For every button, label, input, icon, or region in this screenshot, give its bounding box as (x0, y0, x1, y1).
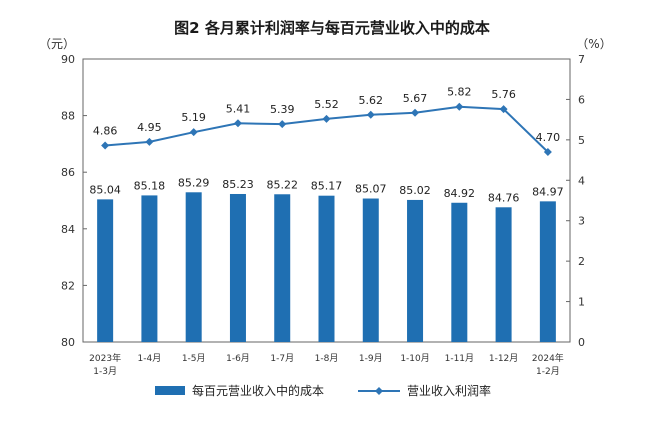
cost-bar-label: 84.92 (444, 187, 476, 200)
profit-rate-point (278, 120, 287, 129)
category-label: 1-5月 (182, 353, 206, 364)
right-axis: 0 1 2 3 4 5 6 7 (566, 53, 585, 349)
cost-bar-label: 85.18 (134, 179, 166, 192)
left-tick-label: 86 (61, 166, 75, 179)
cost-bar (362, 198, 379, 342)
cost-bar (97, 199, 114, 342)
profit-rate-label: 5.82 (447, 86, 472, 99)
cost-bar-label: 85.23 (222, 178, 254, 191)
left-axis: 80 82 84 86 88 90 (61, 53, 87, 349)
cost-bar (318, 195, 335, 342)
profit-rate-label: 5.62 (359, 94, 384, 107)
bar-data-labels: 85.04 85.18 85.29 85.23 85.22 85.17 85.07 85.02… (89, 176, 563, 204)
profit-rate-point (322, 114, 331, 123)
right-tick-label: 0 (578, 336, 585, 349)
cost-bar (141, 195, 158, 342)
left-tick-label: 82 (61, 279, 75, 292)
right-tick-label: 6 (578, 93, 585, 106)
legend-line-marker (375, 387, 383, 395)
left-tick-label: 88 (61, 110, 75, 123)
legend-line-label: 营业收入利润率 (407, 383, 491, 398)
profit-rate-point (411, 108, 420, 117)
cost-bar (229, 193, 246, 342)
category-label: 2024年 1-2月 (532, 352, 564, 377)
category-label: 2023年 1-3月 (89, 352, 121, 377)
left-axis-unit: （元） (39, 37, 75, 51)
bar-series (97, 192, 556, 342)
profit-rate-label: 4.70 (536, 131, 561, 144)
cost-bar-label: 84.76 (488, 191, 520, 204)
category-label: 1-4月 (138, 353, 162, 364)
cost-bar-label: 85.17 (311, 180, 343, 193)
category-label: 1-7月 (270, 353, 294, 364)
category-label: 1-6月 (226, 353, 250, 364)
profit-rate-point (145, 137, 154, 146)
profit-rate-label: 5.52 (314, 98, 339, 111)
cost-bar-label: 84.97 (532, 185, 564, 198)
profit-rate-label: 4.95 (137, 121, 162, 134)
profit-rate-point (499, 105, 508, 114)
cost-bar (185, 192, 202, 342)
cost-bar-label: 85.07 (355, 183, 387, 196)
profit-rate-point (101, 141, 110, 150)
profit-rate-label: 5.19 (181, 111, 206, 124)
right-axis-unit: （%） (576, 37, 611, 51)
profit-rate-label: 5.67 (403, 92, 428, 105)
right-tick-label: 3 (578, 215, 585, 228)
category-label: 1-8月 (315, 353, 339, 364)
category-label: 1-9月 (359, 353, 383, 364)
category-axis: 2023年 1-3月 1-4月 1-5月 1-6月 1-7月 1-8月 1-9月 1-10月 1-… (89, 352, 564, 377)
cost-bar (495, 207, 512, 342)
right-tick-label: 4 (578, 174, 585, 187)
profit-rate-line (105, 105, 549, 153)
left-tick-label: 80 (61, 336, 75, 349)
cost-bar-label: 85.02 (399, 184, 431, 197)
profit-rate-point (543, 147, 552, 156)
legend-bar-swatch (155, 386, 185, 395)
left-tick-label: 90 (61, 53, 75, 66)
profit-rate-point (366, 110, 375, 119)
right-tick-label: 2 (578, 255, 585, 268)
cost-bar (407, 199, 424, 342)
right-tick-label: 5 (578, 134, 585, 147)
cost-bar-label: 85.29 (178, 176, 210, 189)
chart-title: 图2 各月累计利润率与每百元营业收入中的成本 (174, 19, 490, 37)
category-label: 1-11月 (445, 353, 474, 364)
left-tick-label: 84 (61, 223, 75, 236)
cost-bar-label: 85.04 (89, 183, 121, 196)
right-tick-label: 7 (578, 53, 585, 66)
cost-bar (274, 194, 291, 342)
legend: 每百元营业收入中的成本 营业收入利润率 (155, 383, 491, 398)
legend-bar-label: 每百元营业收入中的成本 (192, 383, 324, 398)
cost-bar (451, 202, 468, 342)
profit-rate-point (189, 128, 198, 137)
profit-rate-label: 5.39 (270, 103, 295, 116)
profit-rate-label: 5.76 (491, 88, 516, 101)
category-label: 1-10月 (400, 353, 429, 364)
right-tick-label: 1 (578, 296, 585, 309)
profit-rate-point (455, 102, 464, 111)
cost-bar (539, 201, 556, 342)
profit-rate-point (233, 119, 242, 128)
line-data-labels: 4.86 4.95 5.19 5.41 5.39 5.52 5.62 5.67 5.82 5.76… (93, 86, 560, 144)
cost-bar-label: 85.22 (266, 178, 298, 191)
line-series (101, 102, 552, 156)
category-label: 1-12月 (489, 353, 518, 364)
profit-rate-label: 5.41 (226, 102, 251, 115)
profit-rate-label: 4.86 (93, 125, 118, 138)
